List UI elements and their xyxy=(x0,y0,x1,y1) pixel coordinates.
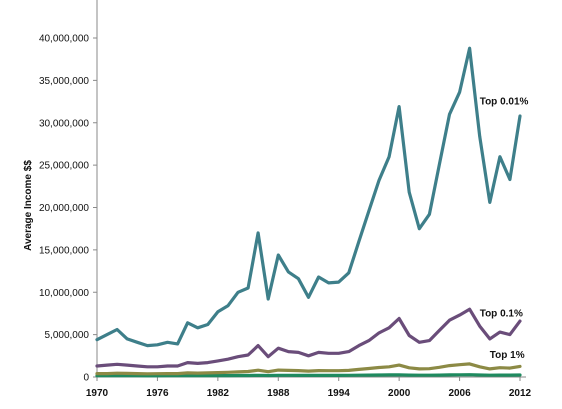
x-tick-label: 1970 xyxy=(86,388,109,399)
x-tick-label: 2006 xyxy=(448,388,471,399)
series-line-unnamed xyxy=(95,373,522,378)
y-tick-label: 20,000,000 xyxy=(39,203,89,214)
y-tick-label: 10,000,000 xyxy=(39,288,89,299)
x-tick-label: 2000 xyxy=(388,388,411,399)
x-tick-label: 1988 xyxy=(267,388,290,399)
y-tick-label: 40,000,000 xyxy=(39,34,89,45)
series-line-top-1 xyxy=(95,362,522,376)
x-tick-label: 2012 xyxy=(509,388,532,399)
y-tick-label: 5,000,000 xyxy=(45,330,90,341)
y-tick-label: 0 xyxy=(83,373,89,384)
series-line-top-0-1 xyxy=(95,307,522,369)
x-tick-label: 1982 xyxy=(207,388,230,399)
x-tick-label: 1976 xyxy=(146,388,169,399)
y-tick-label: 25,000,000 xyxy=(39,161,89,172)
y-tick-label: 30,000,000 xyxy=(39,118,89,129)
x-tick-label: 1994 xyxy=(328,388,351,399)
series-label-top-0-01: Top 0.01% xyxy=(480,97,529,108)
series-line-top-0-01 xyxy=(95,46,522,348)
y-axis-label: Average Income $$ xyxy=(23,160,34,251)
y-tick-label: 35,000,000 xyxy=(39,76,89,87)
series-label-top-1: Top 1% xyxy=(490,350,525,361)
y-tick-label: 15,000,000 xyxy=(39,245,89,256)
series-label-top-0-1: Top 0.1% xyxy=(480,308,523,319)
